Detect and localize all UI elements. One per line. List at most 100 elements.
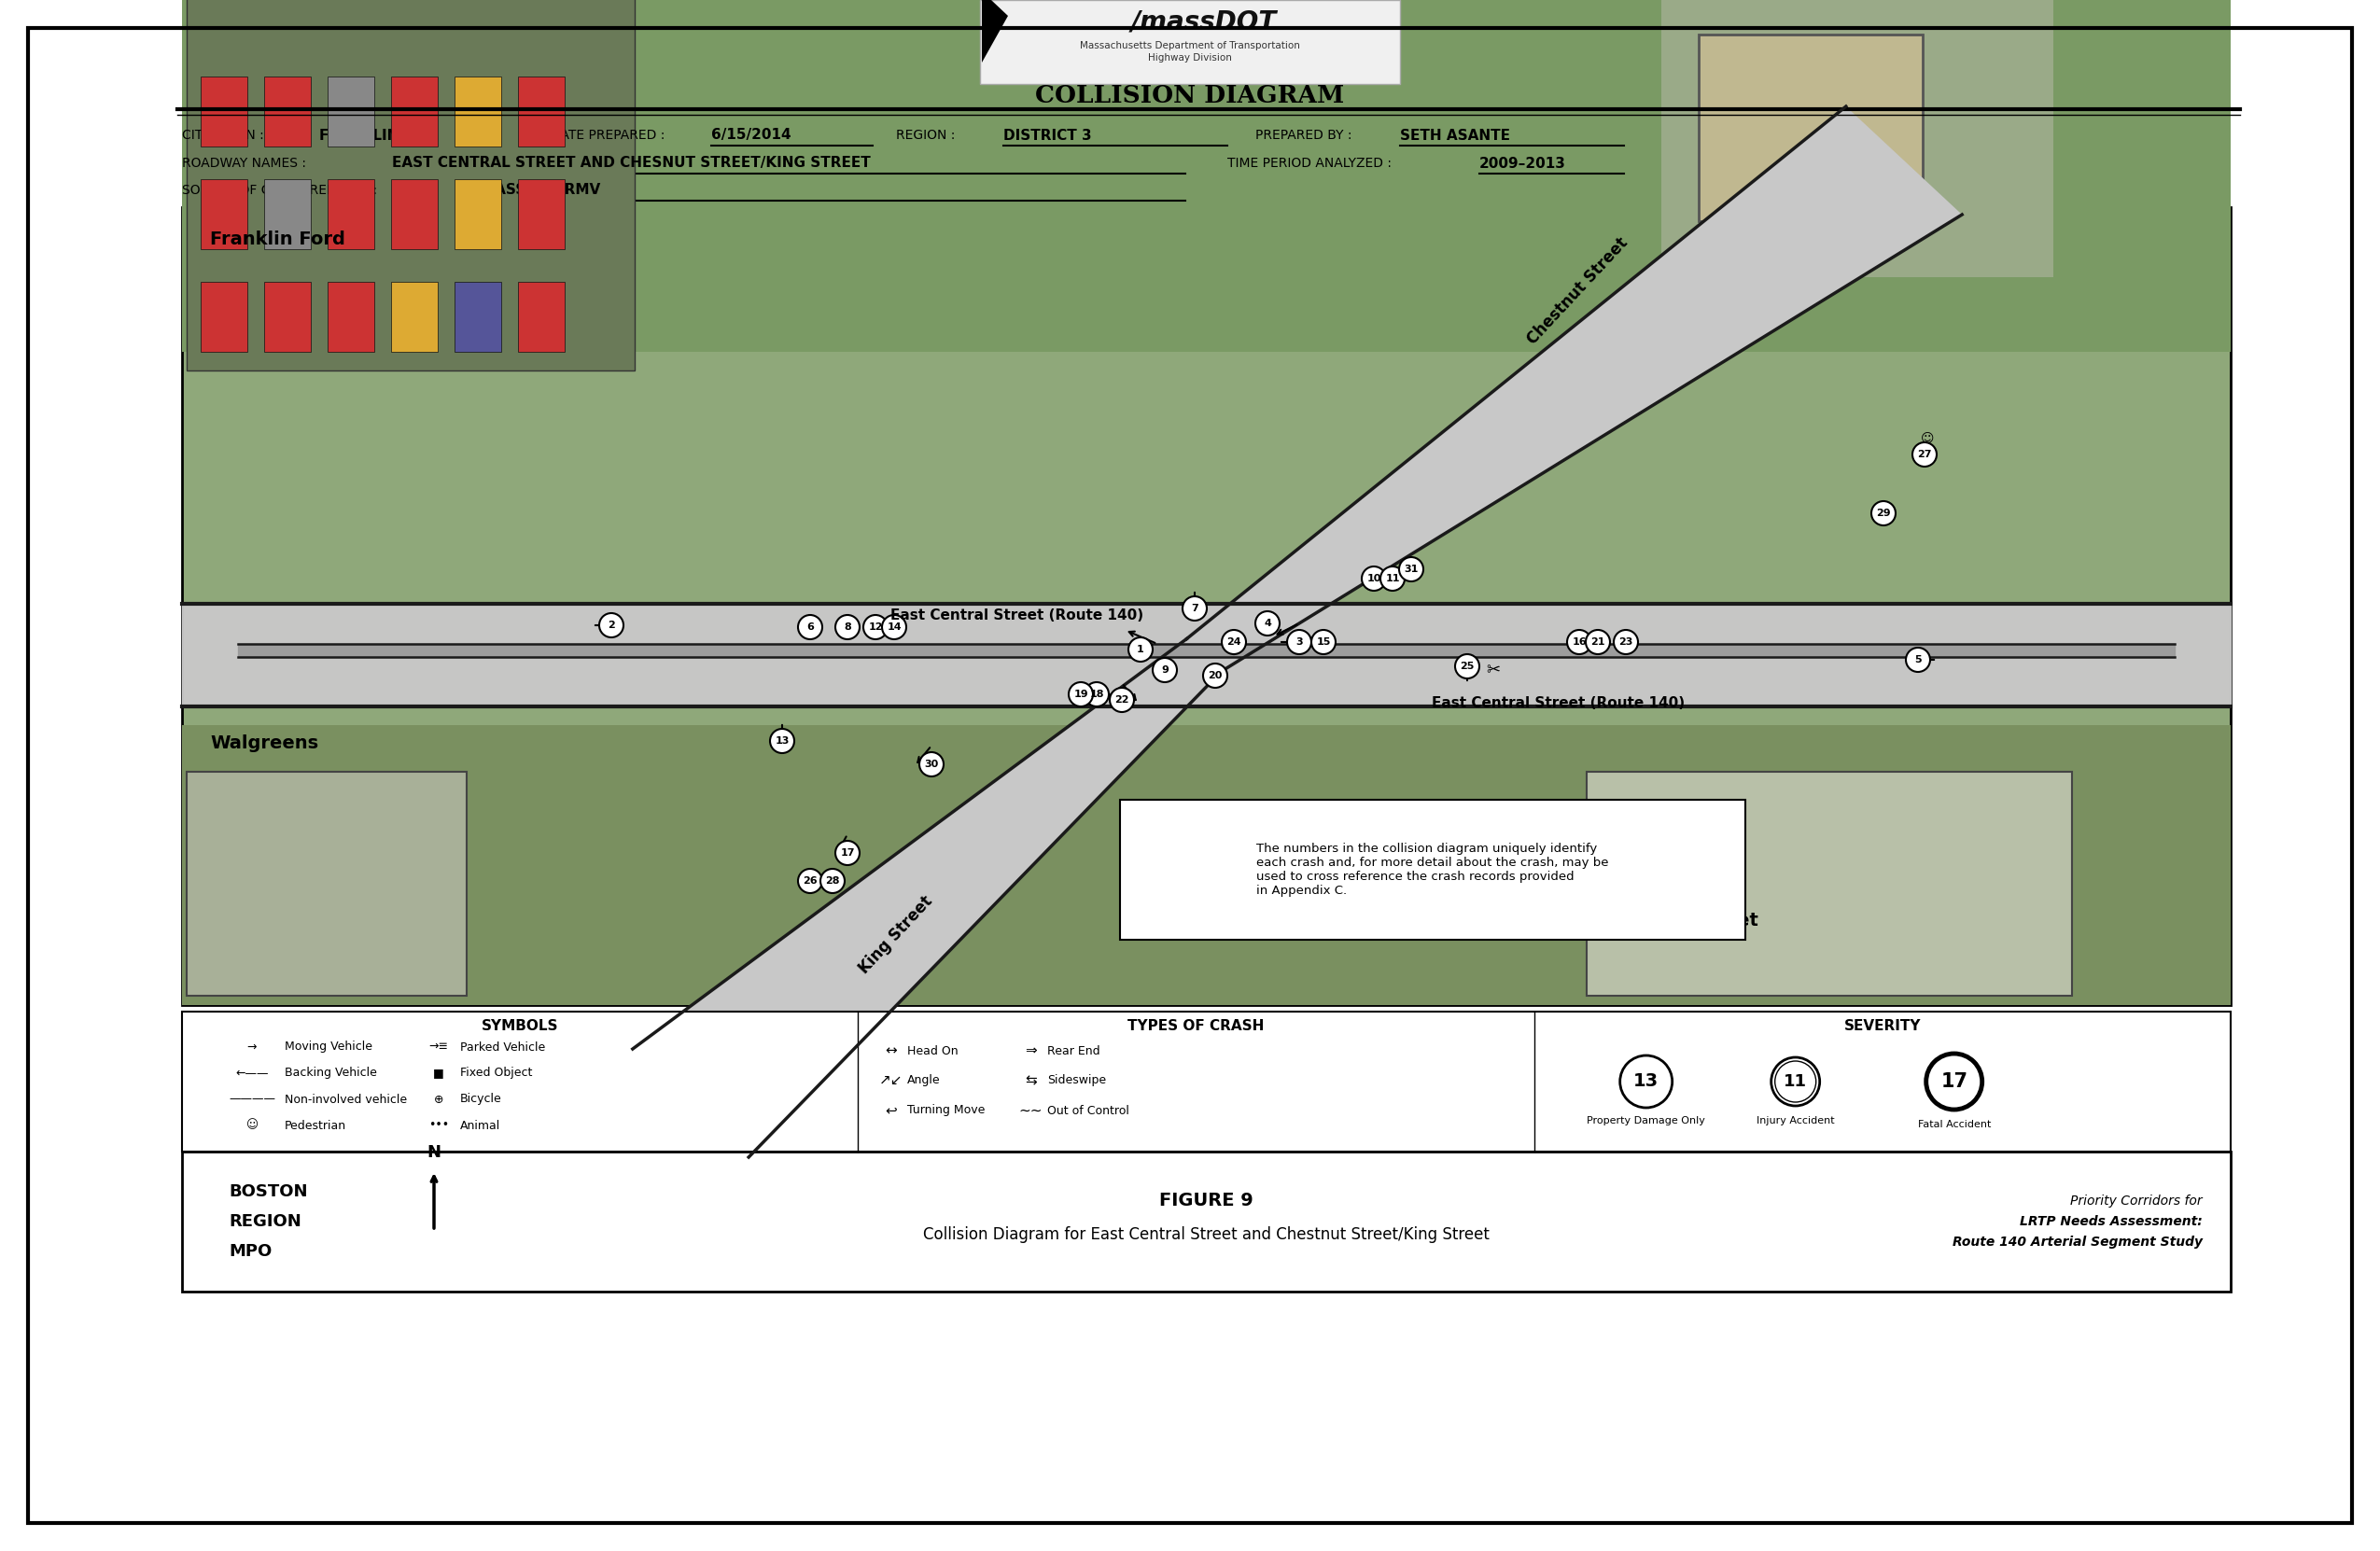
FancyBboxPatch shape [181,726,2230,1005]
Text: Sideswipe: Sideswipe [1047,1075,1107,1087]
Text: Massachusetts Department of Transportation: Massachusetts Department of Transportati… [1081,40,1299,50]
Circle shape [1202,664,1228,687]
Circle shape [1311,630,1335,655]
Text: 3: 3 [1295,637,1302,647]
Text: SYMBOLS: SYMBOLS [481,1019,559,1033]
Text: 2: 2 [607,620,614,630]
Text: ■: ■ [433,1067,445,1079]
Text: 31: 31 [1404,565,1418,574]
FancyBboxPatch shape [390,76,438,146]
Text: Route 140 Arterial Segment Study: Route 140 Arterial Segment Study [1952,1236,2202,1249]
Circle shape [1085,682,1109,706]
Text: ⊕: ⊕ [433,1093,443,1106]
Circle shape [1621,1056,1673,1107]
Text: 22: 22 [1114,695,1128,704]
Text: ✂: ✂ [1485,662,1499,678]
Text: 21: 21 [1590,637,1604,647]
FancyBboxPatch shape [186,0,635,371]
FancyBboxPatch shape [328,76,374,146]
Text: 13: 13 [1633,1073,1659,1090]
Circle shape [1906,648,1930,672]
Text: 10: 10 [1366,574,1380,583]
Circle shape [821,869,845,893]
Text: ⇒: ⇒ [1026,1044,1038,1058]
Text: 28: 28 [826,876,840,886]
Text: Fixed Object: Fixed Object [459,1067,533,1079]
Text: ☺: ☺ [1921,433,1935,445]
Text: 11: 11 [1385,574,1399,583]
Text: →≡: →≡ [428,1041,447,1053]
Circle shape [1614,630,1637,655]
Text: 6/15/2014: 6/15/2014 [712,129,790,143]
Polygon shape [633,639,1221,1157]
Text: DATE PREPARED :: DATE PREPARED : [550,129,664,141]
Text: 30: 30 [923,760,938,769]
FancyBboxPatch shape [390,282,438,352]
Circle shape [1152,658,1178,682]
Circle shape [1109,687,1133,712]
Text: COLLISION DIAGRAM: COLLISION DIAGRAM [1035,84,1345,107]
FancyBboxPatch shape [1587,772,2073,996]
Text: 9: 9 [1161,665,1169,675]
Text: Highway Division: Highway Division [1147,53,1233,62]
Text: ☺: ☺ [245,1120,257,1132]
Circle shape [1380,566,1404,591]
Circle shape [883,616,907,639]
Text: The numbers in the collision diagram uniquely identify
each crash and, for more : The numbers in the collision diagram uni… [1257,842,1609,896]
Text: Turning Move: Turning Move [907,1104,985,1117]
Text: FRANKLIN: FRANKLIN [319,129,400,143]
Text: Moving Vehicle: Moving Vehicle [286,1041,371,1053]
Text: 27: 27 [1918,450,1933,459]
Circle shape [1454,655,1480,678]
Text: 14: 14 [888,622,902,631]
Circle shape [919,752,942,777]
Text: Animal: Animal [459,1120,500,1132]
Text: Head On: Head On [907,1045,959,1056]
Circle shape [797,616,821,639]
Text: ↩: ↩ [885,1103,897,1118]
Text: Chestnut Street: Chestnut Street [1523,234,1630,347]
Polygon shape [983,0,1009,62]
Circle shape [864,616,888,639]
Text: Parked Vehicle: Parked Vehicle [459,1041,545,1053]
FancyBboxPatch shape [455,282,502,352]
Text: 13: 13 [776,737,790,746]
Text: 25: 25 [1459,662,1473,672]
FancyBboxPatch shape [1661,0,2054,278]
Text: 15: 15 [1316,637,1330,647]
Circle shape [600,613,624,637]
Text: 11: 11 [1783,1073,1806,1090]
Text: Priority Corridors for: Priority Corridors for [2071,1194,2202,1208]
Text: 18: 18 [1090,690,1104,700]
Circle shape [1128,637,1152,662]
Text: ————: ———— [228,1093,276,1106]
Text: Property Damage Only: Property Damage Only [1587,1117,1706,1126]
Text: Out of Control: Out of Control [1047,1104,1130,1117]
Text: SEVERITY: SEVERITY [1844,1019,1921,1033]
Text: Bicycle: Bicycle [459,1093,502,1106]
FancyBboxPatch shape [981,0,1399,84]
Circle shape [1771,1058,1821,1106]
Text: SETH ASANTE: SETH ASANTE [1399,129,1511,143]
Text: MPO: MPO [228,1242,271,1259]
Text: 1: 1 [1138,645,1145,655]
FancyBboxPatch shape [455,180,502,250]
Circle shape [1069,682,1092,706]
FancyBboxPatch shape [200,76,248,146]
Text: REGION :: REGION : [895,129,954,141]
FancyBboxPatch shape [264,282,312,352]
FancyBboxPatch shape [328,180,374,250]
Text: REGION: REGION [228,1213,302,1230]
Text: Collision Diagram for East Central Street and Chestnut Street/King Street: Collision Diagram for East Central Stree… [923,1227,1490,1242]
Text: PREPARED BY :: PREPARED BY : [1254,129,1352,141]
FancyBboxPatch shape [181,208,2230,1005]
Text: 7: 7 [1190,603,1197,613]
Circle shape [1914,442,1937,467]
Text: DeVitas Market: DeVitas Market [1602,912,1759,931]
FancyBboxPatch shape [200,180,248,250]
FancyBboxPatch shape [264,180,312,250]
Text: Franklin Ford: Franklin Ford [209,231,345,248]
Circle shape [797,869,821,893]
Circle shape [1221,630,1247,655]
Text: SOURCE OF CRASH REPORTS :: SOURCE OF CRASH REPORTS : [181,185,376,197]
